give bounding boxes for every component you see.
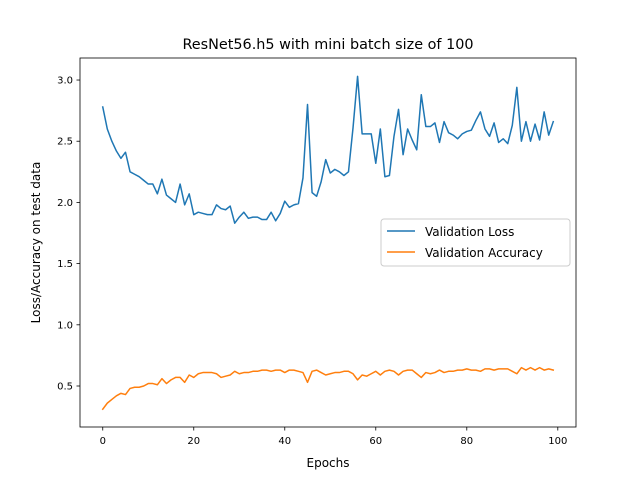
y-axis-ticks: 0.5 1.0 1.5 2.0 2.5 3.0 (57, 76, 80, 393)
series-line-validation-loss (101, 75, 555, 224)
x-tick-label: 60 (369, 436, 382, 447)
plot-frame (79, 57, 577, 428)
y-tick-label: 3.0 (57, 76, 73, 87)
x-tick-label: 40 (278, 436, 291, 447)
legend: Validation Loss Validation Accuracy (380, 218, 571, 267)
x-tick-label: 80 (460, 436, 473, 447)
x-tick-label: 0 (100, 436, 106, 447)
legend-label-validation-loss: Validation Loss (425, 225, 514, 239)
y-tick-label: 2.5 (57, 137, 73, 148)
series-lines (101, 75, 555, 411)
y-tick-label: 2.0 (57, 198, 73, 209)
x-axis-label: Epochs (307, 456, 350, 470)
series-line-validation-accuracy (101, 366, 555, 411)
y-axis-label: Loss/Accuracy on test data (29, 162, 43, 324)
y-tick-label: 1.5 (57, 259, 73, 270)
chart-title: ResNet56.h5 with mini batch size of 100 (182, 37, 473, 53)
x-tick-label: 20 (187, 436, 200, 447)
x-axis-ticks: 0 20 40 60 80 100 (100, 427, 567, 447)
x-tick-label: 100 (548, 436, 567, 447)
legend-box (380, 218, 571, 267)
y-tick-label: 1.0 (57, 320, 73, 331)
y-tick-label: 0.5 (57, 382, 73, 393)
legend-label-validation-accuracy: Validation Accuracy (425, 246, 543, 260)
